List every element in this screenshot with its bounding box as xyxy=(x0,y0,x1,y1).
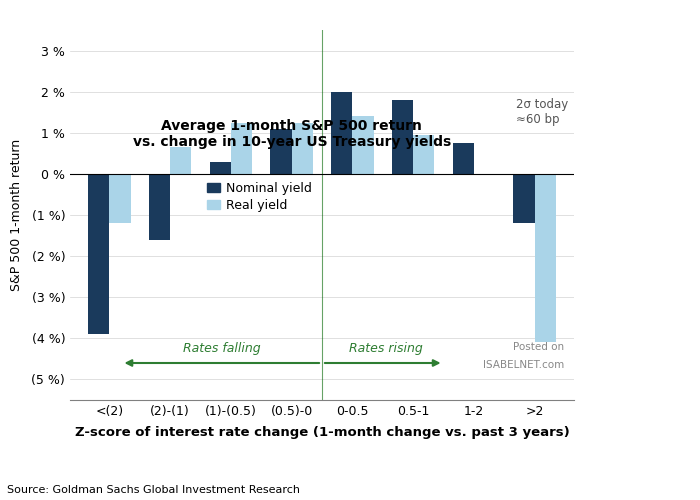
Bar xyxy=(352,116,374,174)
Bar xyxy=(392,100,413,174)
Bar xyxy=(292,122,313,174)
Bar xyxy=(170,147,191,174)
Bar xyxy=(331,92,352,174)
X-axis label: Z-score of interest rate change (1-month change vs. past 3 years): Z-score of interest rate change (1-month… xyxy=(75,426,569,439)
Text: Posted on: Posted on xyxy=(513,342,564,352)
Bar xyxy=(513,174,535,223)
Bar xyxy=(231,122,252,174)
Text: Rates rising: Rates rising xyxy=(349,342,423,355)
Legend: Nominal yield, Real yield: Nominal yield, Real yield xyxy=(202,177,317,216)
Text: Average 1-month S&P 500 return
vs. change in 10-year US Treasury yields: Average 1-month S&P 500 return vs. chang… xyxy=(132,119,451,149)
Text: 2σ today
≈60 bp: 2σ today ≈60 bp xyxy=(517,98,568,126)
Bar xyxy=(210,162,231,174)
Bar xyxy=(109,174,131,223)
Y-axis label: S&P 500 1-month return: S&P 500 1-month return xyxy=(10,139,23,291)
Text: Rates falling: Rates falling xyxy=(183,342,260,355)
Bar xyxy=(149,174,170,240)
Bar xyxy=(270,128,292,174)
Bar xyxy=(88,174,109,334)
Bar xyxy=(413,135,434,174)
Text: ISABELNET.com: ISABELNET.com xyxy=(483,360,564,370)
Bar xyxy=(535,174,556,342)
Text: Source: Goldman Sachs Global Investment Research: Source: Goldman Sachs Global Investment … xyxy=(7,485,300,495)
Bar xyxy=(453,143,474,174)
